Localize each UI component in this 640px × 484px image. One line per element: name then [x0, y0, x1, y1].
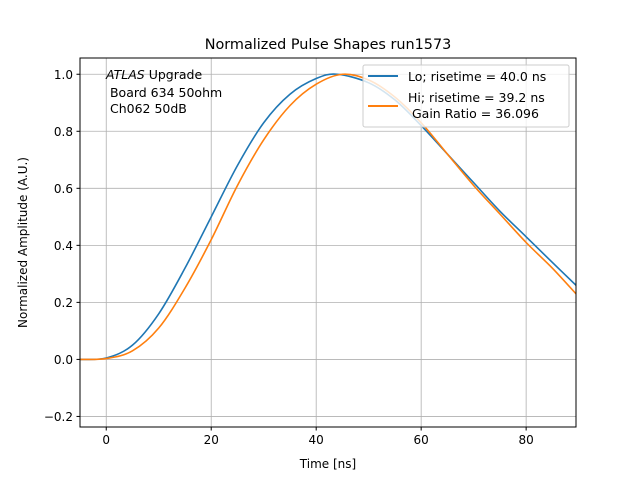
annotation-atlas: ATLAS — [105, 67, 145, 82]
y-axis-label: Normalized Amplitude (A.U.) — [16, 157, 30, 328]
x-tick-label: 40 — [309, 433, 324, 447]
x-tick-label: 60 — [414, 433, 429, 447]
x-tick-label: 20 — [204, 433, 219, 447]
series-lines — [80, 73, 576, 361]
y-tick-label: 0.8 — [54, 125, 73, 139]
chart-title: Normalized Pulse Shapes run1573 — [205, 37, 452, 53]
annotation-channel: Ch062 50dB — [106, 101, 187, 116]
y-tick-label: 0.6 — [54, 182, 73, 196]
svg-text:ATLAS Upgrade: ATLAS Upgrade — [105, 67, 202, 82]
legend-label-hi-line2: Gain Ratio = 36.096 — [408, 106, 539, 121]
plot-frame — [79, 57, 577, 428]
annotation-board: Board 634 50ohm — [106, 85, 222, 100]
series-line-lo — [80, 73, 576, 361]
y-tick-label: 0.4 — [54, 239, 73, 253]
ticks: 0 20 40 60 80 −0.2 0.0 0.2 0.4 0.6 0.8 1.0 — [44, 68, 534, 447]
legend-box — [362, 64, 570, 128]
annotation: ATLAS Upgrade Board 634 50ohm Ch062 50dB — [105, 67, 222, 116]
annotation-upgrade: Upgrade — [145, 67, 203, 82]
y-tick-label: 0.0 — [54, 353, 73, 367]
x-axis-label: Time [ns] — [299, 457, 356, 471]
legend: Lo; risetime = 40.0 ns Hi; risetime = 39… — [362, 64, 570, 128]
x-tick-label: 0 — [102, 433, 110, 447]
legend-label-hi-line1: Hi; risetime = 39.2 ns — [408, 90, 545, 105]
x-tick-label: 80 — [518, 433, 533, 447]
y-tick-label: 0.2 — [54, 296, 73, 310]
series-line-hi — [80, 73, 576, 361]
y-tick-label: 1.0 — [54, 68, 73, 82]
legend-label-lo: Lo; risetime = 40.0 ns — [408, 69, 546, 84]
y-tick-label: −0.2 — [44, 410, 73, 424]
